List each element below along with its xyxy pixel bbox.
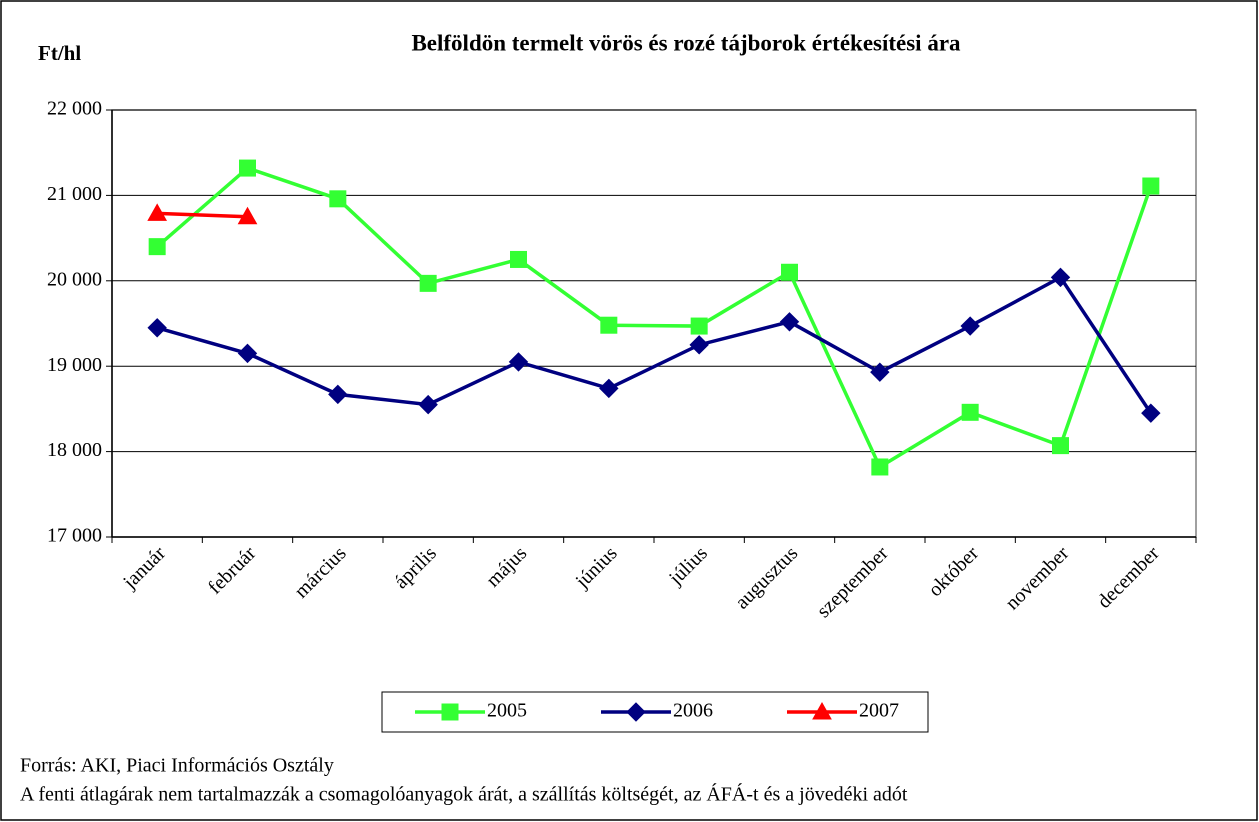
data-point: [148, 238, 166, 256]
data-point: [418, 394, 438, 415]
y-tick-label: 19 000: [47, 354, 102, 376]
y-tick-label: 17 000: [47, 525, 102, 547]
data-point: [1052, 437, 1069, 455]
y-tick-label: 18 000: [47, 439, 102, 461]
data-point: [690, 317, 708, 335]
data-point: [147, 318, 167, 338]
legend-label: 2006: [673, 700, 713, 722]
data-point: [1142, 177, 1160, 195]
data-point: [237, 343, 258, 364]
data-point: [960, 316, 980, 336]
legend-marker: [812, 701, 832, 720]
data-point: [870, 362, 890, 382]
series-line: [156, 166, 1153, 470]
data-point: [871, 458, 889, 476]
note: Forrás: AKI, Piaci Információs Osztály: [20, 755, 334, 777]
legend-marker: [626, 702, 646, 722]
data-point: [779, 312, 800, 332]
y-tick-label: 20 000: [47, 268, 102, 290]
legend-label: 2005: [487, 700, 527, 722]
data-point: [600, 316, 618, 334]
data-point: [1050, 267, 1071, 288]
data-point: [419, 274, 437, 292]
y-tick-label: 21 000: [47, 183, 102, 205]
data-point: [781, 263, 798, 281]
data-point: [961, 403, 979, 421]
data-point: [1141, 403, 1161, 423]
data-point: [328, 384, 348, 405]
legend-marker: [441, 703, 459, 721]
data-point: [508, 352, 529, 372]
series-line: [157, 211, 248, 219]
data-point: [237, 206, 258, 225]
data-point: [689, 335, 709, 355]
y-tick-label: 22 000: [47, 98, 102, 120]
chart-title: Belföldön termelt vörös és rozé tájborok…: [411, 30, 961, 55]
plot-area: [111, 109, 1197, 538]
legend-label: 2007: [859, 700, 899, 722]
series-line: [156, 275, 1153, 415]
data-point: [239, 159, 256, 177]
data-point: [510, 250, 527, 268]
data-point: [599, 378, 619, 399]
data-point: [329, 190, 347, 208]
y-axis-label: Ft/hl: [38, 41, 81, 65]
data-point: [147, 203, 168, 221]
note: A fenti átlagárak nem tartalmazzák a cso…: [20, 783, 908, 806]
